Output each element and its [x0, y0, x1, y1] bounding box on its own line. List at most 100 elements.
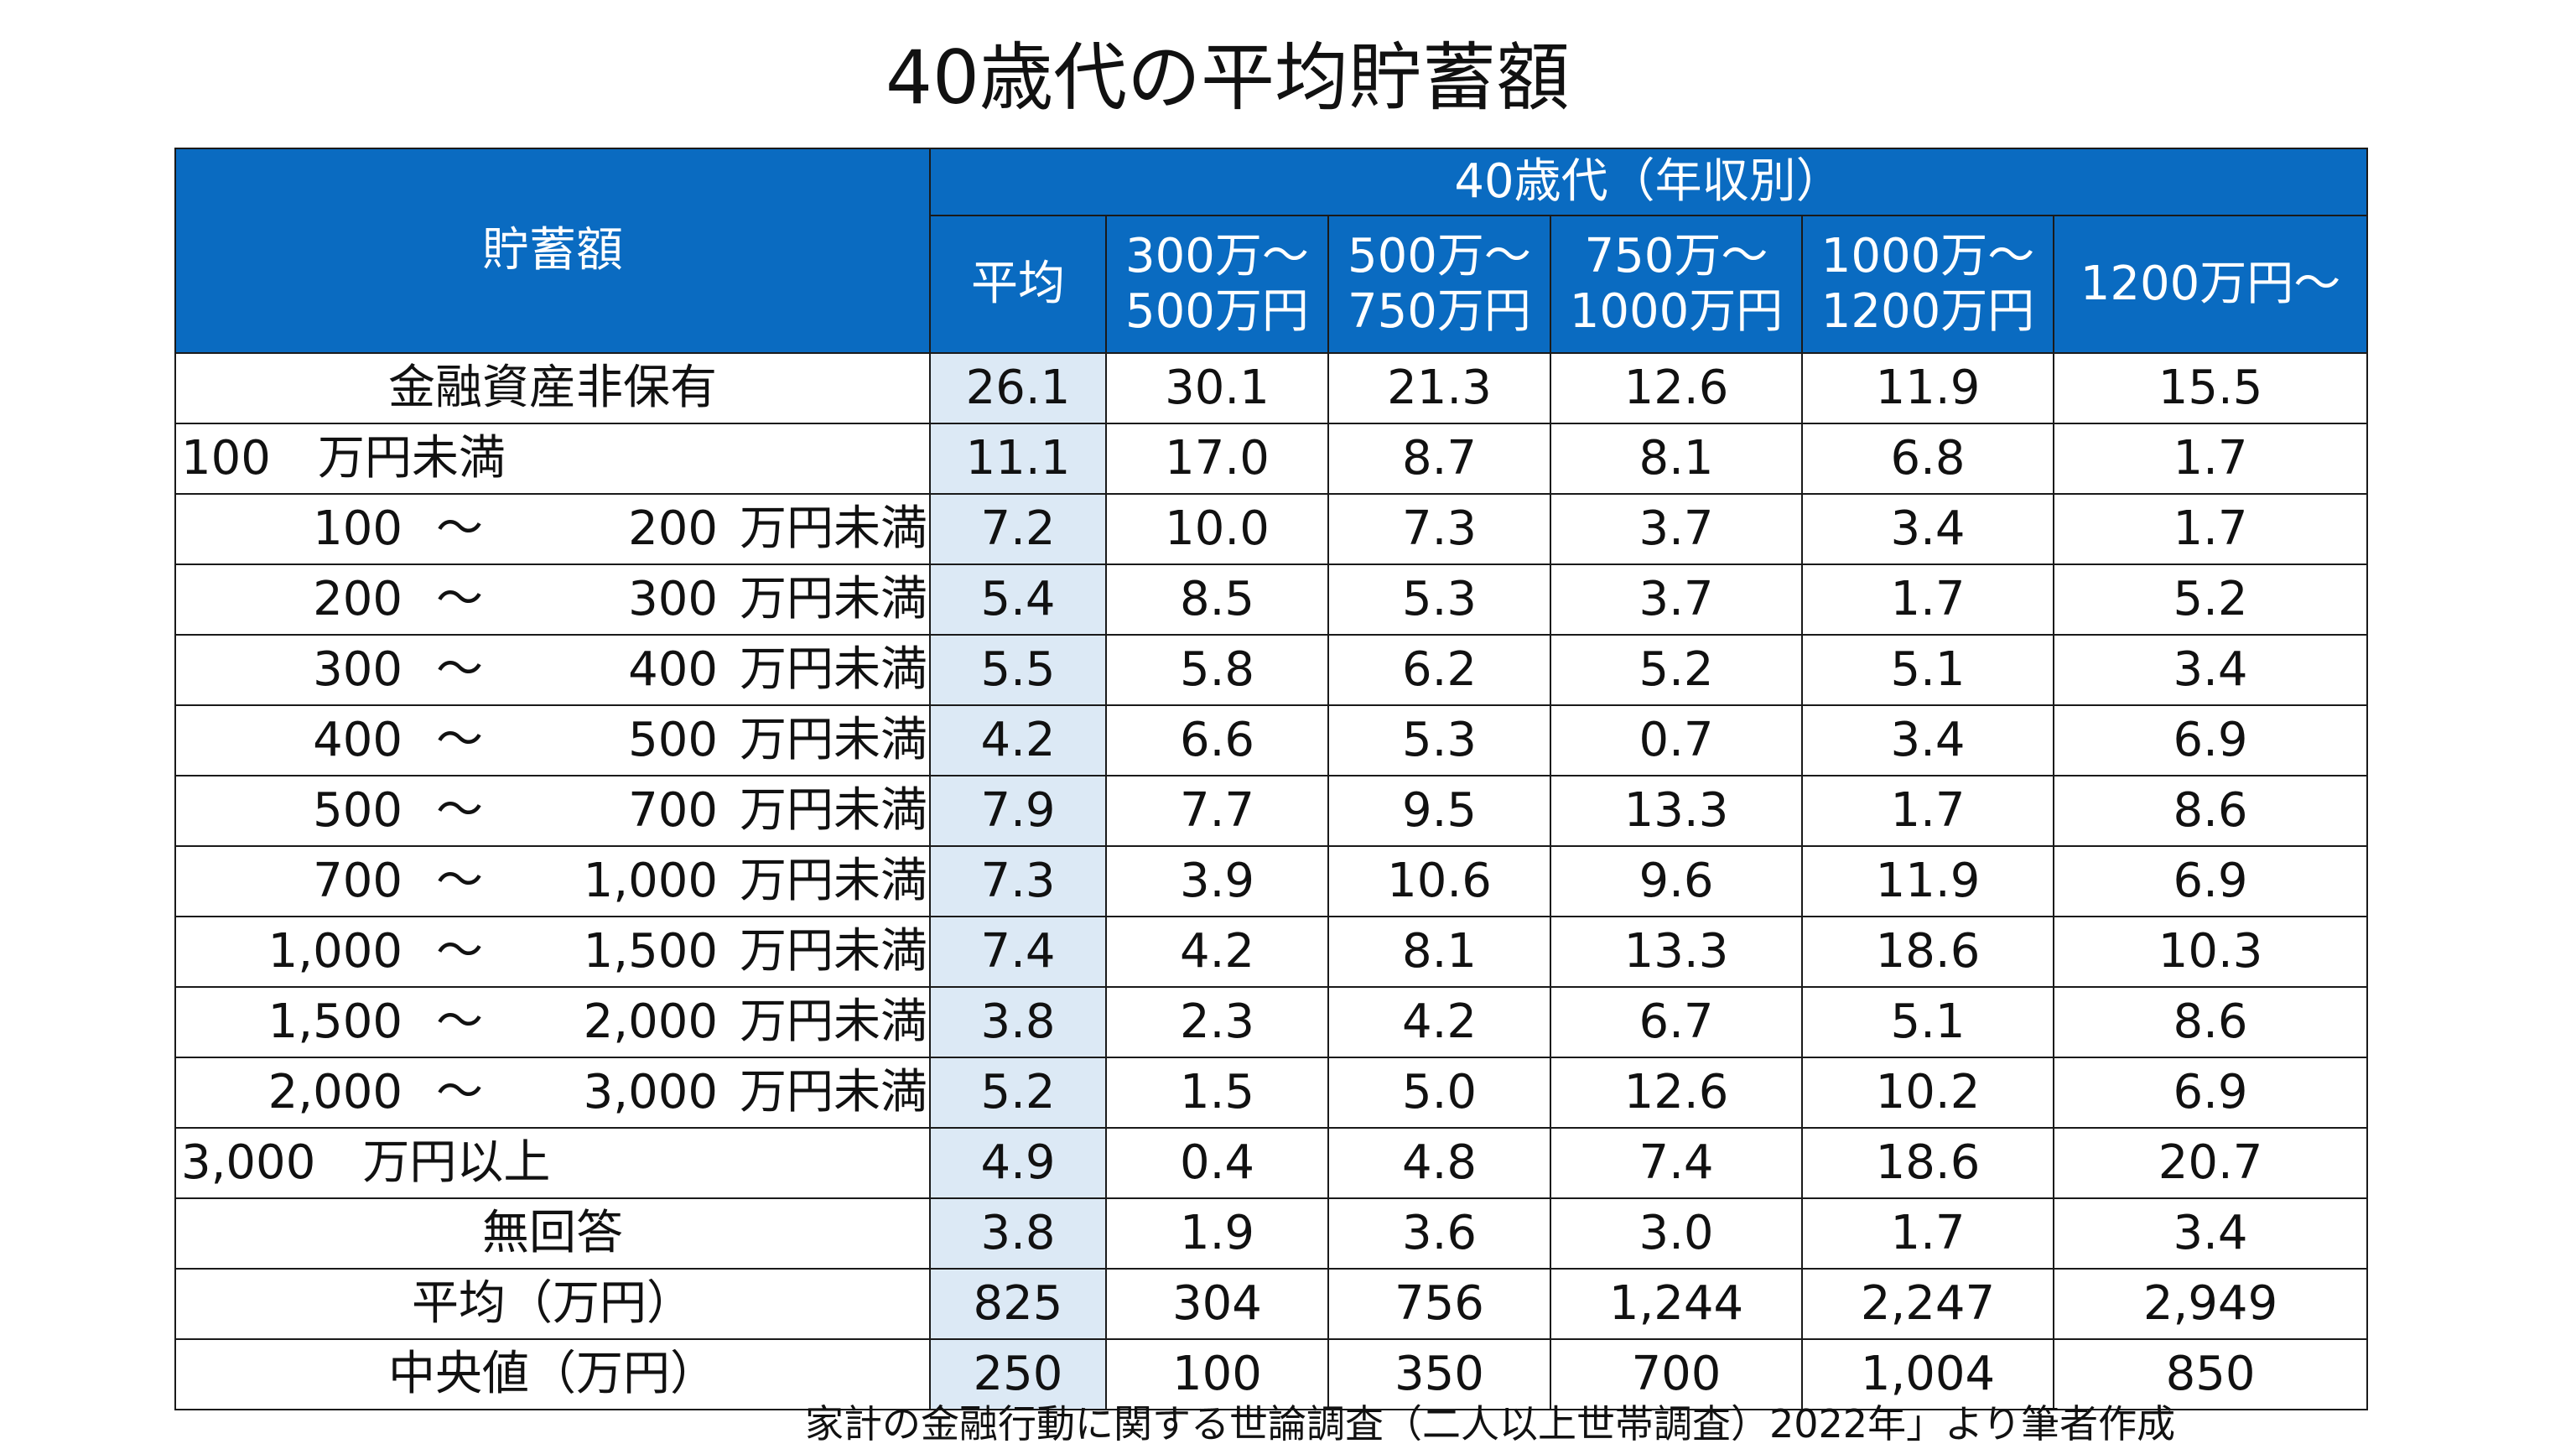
value-cell: 756: [1327, 1268, 1551, 1340]
range-low: 100: [313, 501, 402, 556]
value-cell: 1.7: [2052, 423, 2369, 495]
range-tilde: ～: [436, 572, 483, 626]
value-cell: 20.7: [2052, 1127, 2369, 1199]
source-note: 家計の金融行動に関する世論調査（二人以上世帯調査）2022年」より筆者作成: [805, 1401, 2176, 1446]
range-unit: 万円未満: [740, 1065, 927, 1119]
value-cell: 1.7: [1801, 775, 2054, 847]
column-header-line1: 平均: [971, 257, 1065, 311]
table-row: 100 万円未満 11.1 17.0 8.7 8.1 6.8 1.7: [174, 423, 2369, 495]
value-cell: 11.9: [1801, 845, 2054, 917]
range-low: 500: [313, 783, 402, 838]
value-cell: 5.3: [1327, 564, 1551, 636]
column-header-line2: 500万円: [1125, 284, 1309, 339]
value-cell: 12.6: [1550, 1057, 1803, 1129]
value-cell: 6.8: [1801, 423, 2054, 495]
range-unit: 万円未満: [740, 501, 927, 556]
value-cell: 21.3: [1327, 352, 1551, 424]
value-cell: 3.8: [929, 986, 1107, 1058]
value-cell: 5.1: [1801, 986, 2054, 1058]
value-cell: 8.6: [2052, 775, 2369, 847]
value-cell: 0.7: [1550, 704, 1803, 776]
value-cell: 7.9: [929, 775, 1107, 847]
value-cell: 2,247: [1801, 1268, 2054, 1340]
range-high: 2,000: [583, 995, 718, 1049]
value-cell: 5.2: [2052, 564, 2369, 636]
row-header-savings-amount: 貯蓄額: [174, 148, 931, 354]
value-cell: 5.5: [929, 634, 1107, 706]
range-unit: 万円未満: [740, 642, 927, 697]
column-header-3: 750万～ 1000万円: [1550, 215, 1803, 354]
table-row: 400 ～ 500 万円未満 4.2 6.6 5.3 0.7 3.4 6.9: [174, 704, 2369, 776]
value-cell: 7.3: [929, 845, 1107, 917]
value-cell: 2,949: [2052, 1268, 2369, 1340]
value-cell: 3.7: [1550, 564, 1803, 636]
row-label: 金融資産非保有: [174, 352, 931, 424]
value-cell: 2.3: [1105, 986, 1329, 1058]
range-unit: 万円未満: [740, 783, 927, 838]
table-row: 300 ～ 400 万円未満 5.5 5.8 6.2 5.2 5.1 3.4: [174, 634, 2369, 706]
range-tilde: ～: [436, 713, 483, 767]
value-cell: 3.9: [1105, 845, 1329, 917]
value-cell: 6.2: [1327, 634, 1551, 706]
table-row: 平均（万円） 825 304 756 1,244 2,247 2,949: [174, 1268, 2369, 1340]
value-cell: 3.4: [2052, 1197, 2369, 1270]
page-title: 40歳代の平均貯蓄額: [886, 34, 1570, 121]
value-cell: 13.3: [1550, 916, 1803, 988]
table-row: 3,000 万円以上 4.9 0.4 4.8 7.4 18.6 20.7: [174, 1127, 2369, 1199]
column-header-line1: 1000万～: [1820, 229, 2035, 283]
value-cell: 3.4: [2052, 634, 2369, 706]
group-header-40s-by-income: 40歳代（年収別）: [928, 148, 2369, 216]
row-label: 1,000 ～ 1,500 万円未満: [174, 916, 931, 988]
value-cell: 7.2: [929, 493, 1107, 565]
value-cell: 9.6: [1550, 845, 1803, 917]
table-row: 2,000 ～ 3,000 万円未満 5.2 1.5 5.0 12.6 10.2 6.9: [174, 1057, 2369, 1129]
row-label: 700 ～ 1,000 万円未満: [174, 845, 931, 917]
value-cell: 4.2: [929, 704, 1107, 776]
range-low: 700: [313, 854, 402, 908]
row-label: 100 ～ 200 万円未満: [174, 493, 931, 565]
value-cell: 9.5: [1327, 775, 1551, 847]
value-cell: 3.7: [1550, 493, 1803, 565]
value-cell: 6.6: [1105, 704, 1329, 776]
table-row: 中央値（万円） 250 100 350 700 1,004 850: [174, 1338, 2369, 1410]
value-cell: 1.5: [1105, 1057, 1329, 1129]
value-cell: 6.7: [1550, 986, 1803, 1058]
value-cell: 6.9: [2052, 704, 2369, 776]
value-cell: 3.0: [1550, 1197, 1803, 1270]
value-cell: 3.6: [1327, 1197, 1551, 1270]
value-cell: 18.6: [1801, 1127, 2054, 1199]
value-cell: 825: [929, 1268, 1107, 1340]
value-cell: 6.9: [2052, 845, 2369, 917]
range-high: 1,000: [583, 854, 718, 908]
table-row: 無回答 3.8 1.9 3.6 3.0 1.7 3.4: [174, 1197, 2369, 1270]
value-cell: 18.6: [1801, 916, 2054, 988]
range-high: 200: [628, 501, 718, 556]
column-header-line1: 1200万円～: [2080, 257, 2341, 311]
value-cell: 13.3: [1550, 775, 1803, 847]
range-unit: 万円未満: [740, 995, 927, 1049]
row-label: 100 万円未満: [174, 423, 931, 495]
range-tilde: ～: [436, 783, 483, 838]
value-cell: 6.9: [2052, 1057, 2369, 1129]
column-header-2: 500万～ 750万円: [1327, 215, 1551, 354]
row-label: 200 ～ 300 万円未満: [174, 564, 931, 636]
value-cell: 26.1: [929, 352, 1107, 424]
value-cell: 11.1: [929, 423, 1107, 495]
range-unit: 万円未満: [740, 924, 927, 979]
value-cell: 0.4: [1105, 1127, 1329, 1199]
value-cell: 7.7: [1105, 775, 1329, 847]
row-label: 無回答: [174, 1197, 931, 1270]
value-cell: 10.0: [1105, 493, 1329, 565]
table-row: 1,500 ～ 2,000 万円未満 3.8 2.3 4.2 6.7 5.1 8.6: [174, 986, 2369, 1058]
row-label: 1,500 ～ 2,000 万円未満: [174, 986, 931, 1058]
value-cell: 8.7: [1327, 423, 1551, 495]
value-cell: 10.6: [1327, 845, 1551, 917]
value-cell: 8.6: [2052, 986, 2369, 1058]
table-row: 金融資産非保有 26.1 30.1 21.3 12.6 11.9 15.5: [174, 352, 2369, 424]
value-cell: 8.1: [1550, 423, 1803, 495]
value-cell: 850: [2052, 1338, 2369, 1410]
value-cell: 5.3: [1327, 704, 1551, 776]
value-cell: 5.8: [1105, 634, 1329, 706]
value-cell: 7.4: [1550, 1127, 1803, 1199]
column-header-line1: 500万～: [1348, 229, 1531, 283]
